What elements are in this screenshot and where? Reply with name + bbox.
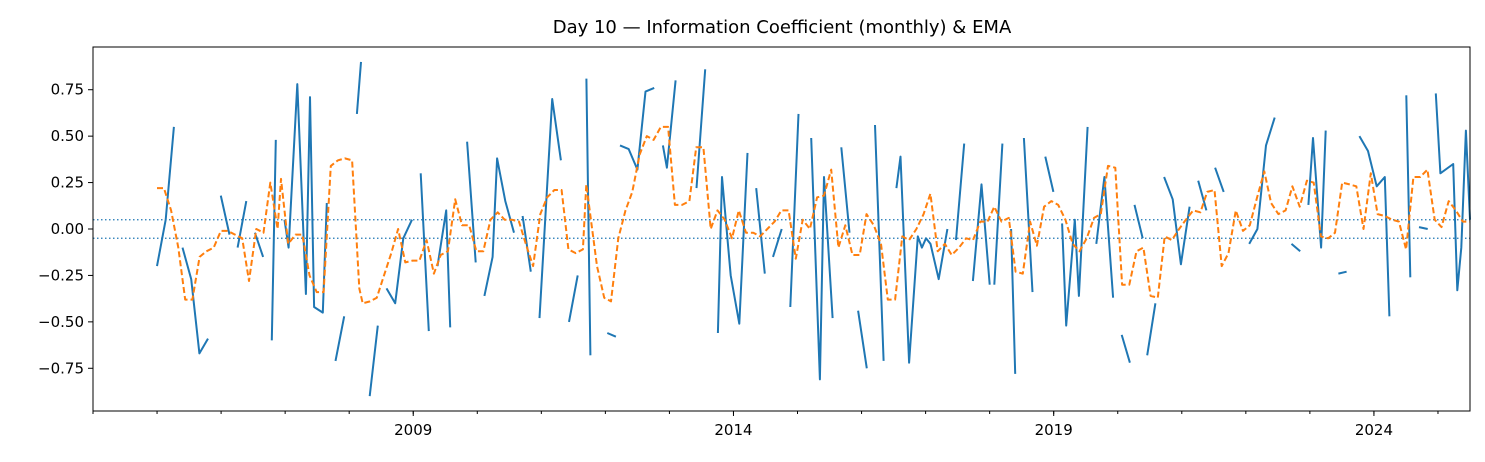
x-tick-label: 2019 <box>1035 421 1073 439</box>
y-tick-label: −0.50 <box>38 313 84 331</box>
y-tick-label: 0.00 <box>51 220 84 238</box>
y-tick-label: −0.75 <box>38 359 84 377</box>
x-tick-label: 2024 <box>1355 421 1393 439</box>
y-tick-label: 0.25 <box>51 174 84 192</box>
series-layer <box>156 61 1471 397</box>
y-tick-label: −0.25 <box>38 266 84 284</box>
series-ic-line <box>156 61 1471 397</box>
x-tick-label: 2009 <box>394 421 432 439</box>
chart-title: Day 10 — Information Coefficient (monthl… <box>553 17 1012 38</box>
x-tick-label: 2014 <box>714 421 752 439</box>
y-tick-label: 0.50 <box>51 127 84 145</box>
series-ema-line <box>157 125 1470 305</box>
axis-layer: −0.75 −0.50 −0.25 0.00 0.25 0.50 0.75 2009 2014 2… <box>38 81 1439 439</box>
reference-lines <box>93 219 1470 239</box>
y-tick-label: 0.75 <box>51 81 84 99</box>
